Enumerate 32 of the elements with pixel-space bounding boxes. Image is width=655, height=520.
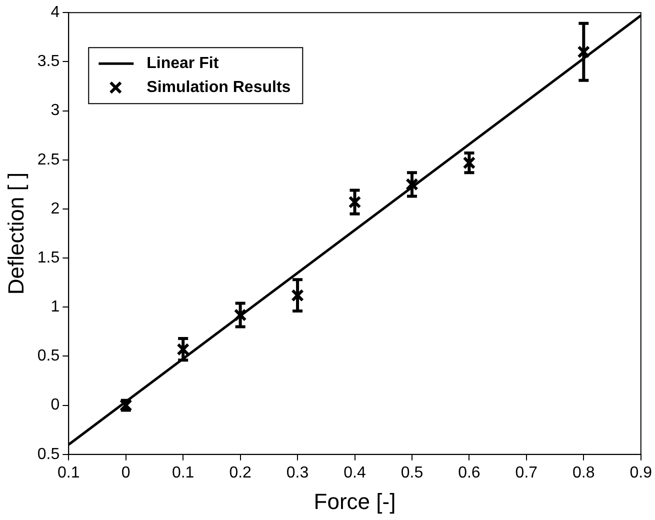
y-tick-label: 3.5 <box>37 53 60 70</box>
x-tick-label: 0.2 <box>229 464 252 482</box>
x-tick-label: 0.3 <box>286 464 309 482</box>
legend-label: Simulation Results <box>146 79 291 96</box>
point <box>176 342 190 356</box>
y-tick-label: 3 <box>50 102 60 120</box>
point <box>406 178 418 191</box>
y-tick-label: 1.5 <box>37 249 60 266</box>
x-tick-label: 0.1 <box>58 464 80 482</box>
y-tick-label: 0.5 <box>37 348 60 365</box>
y-tick-label: 2.5 <box>37 151 60 168</box>
point <box>462 156 476 170</box>
point <box>577 45 590 58</box>
y-tick-label: 1 <box>50 298 60 316</box>
y-tick-label: 2 <box>50 200 60 218</box>
x-axis-title: Force [-] <box>314 488 396 514</box>
x-tick-label: 0.9 <box>630 464 652 482</box>
x-tick-label: 0.7 <box>515 464 538 482</box>
legend-label: Linear Fit <box>146 55 220 72</box>
x-tick-label: 0.6 <box>458 464 480 482</box>
point <box>348 196 362 209</box>
y-tick-label: 0 <box>50 396 60 414</box>
point <box>234 308 247 322</box>
x-tick-label: 0.8 <box>572 464 595 482</box>
y-axis-title: Deflection [ ] <box>3 172 28 295</box>
y-tick-label: 0.5 <box>37 446 60 463</box>
y-tick-label: 4 <box>50 4 60 22</box>
x-tick-label: 0.5 <box>400 464 424 482</box>
x-tick-label: 0.1 <box>172 464 194 482</box>
x-tick-label: 0 <box>121 464 130 482</box>
x-tick-label: 0.4 <box>344 464 366 482</box>
point <box>291 288 304 302</box>
